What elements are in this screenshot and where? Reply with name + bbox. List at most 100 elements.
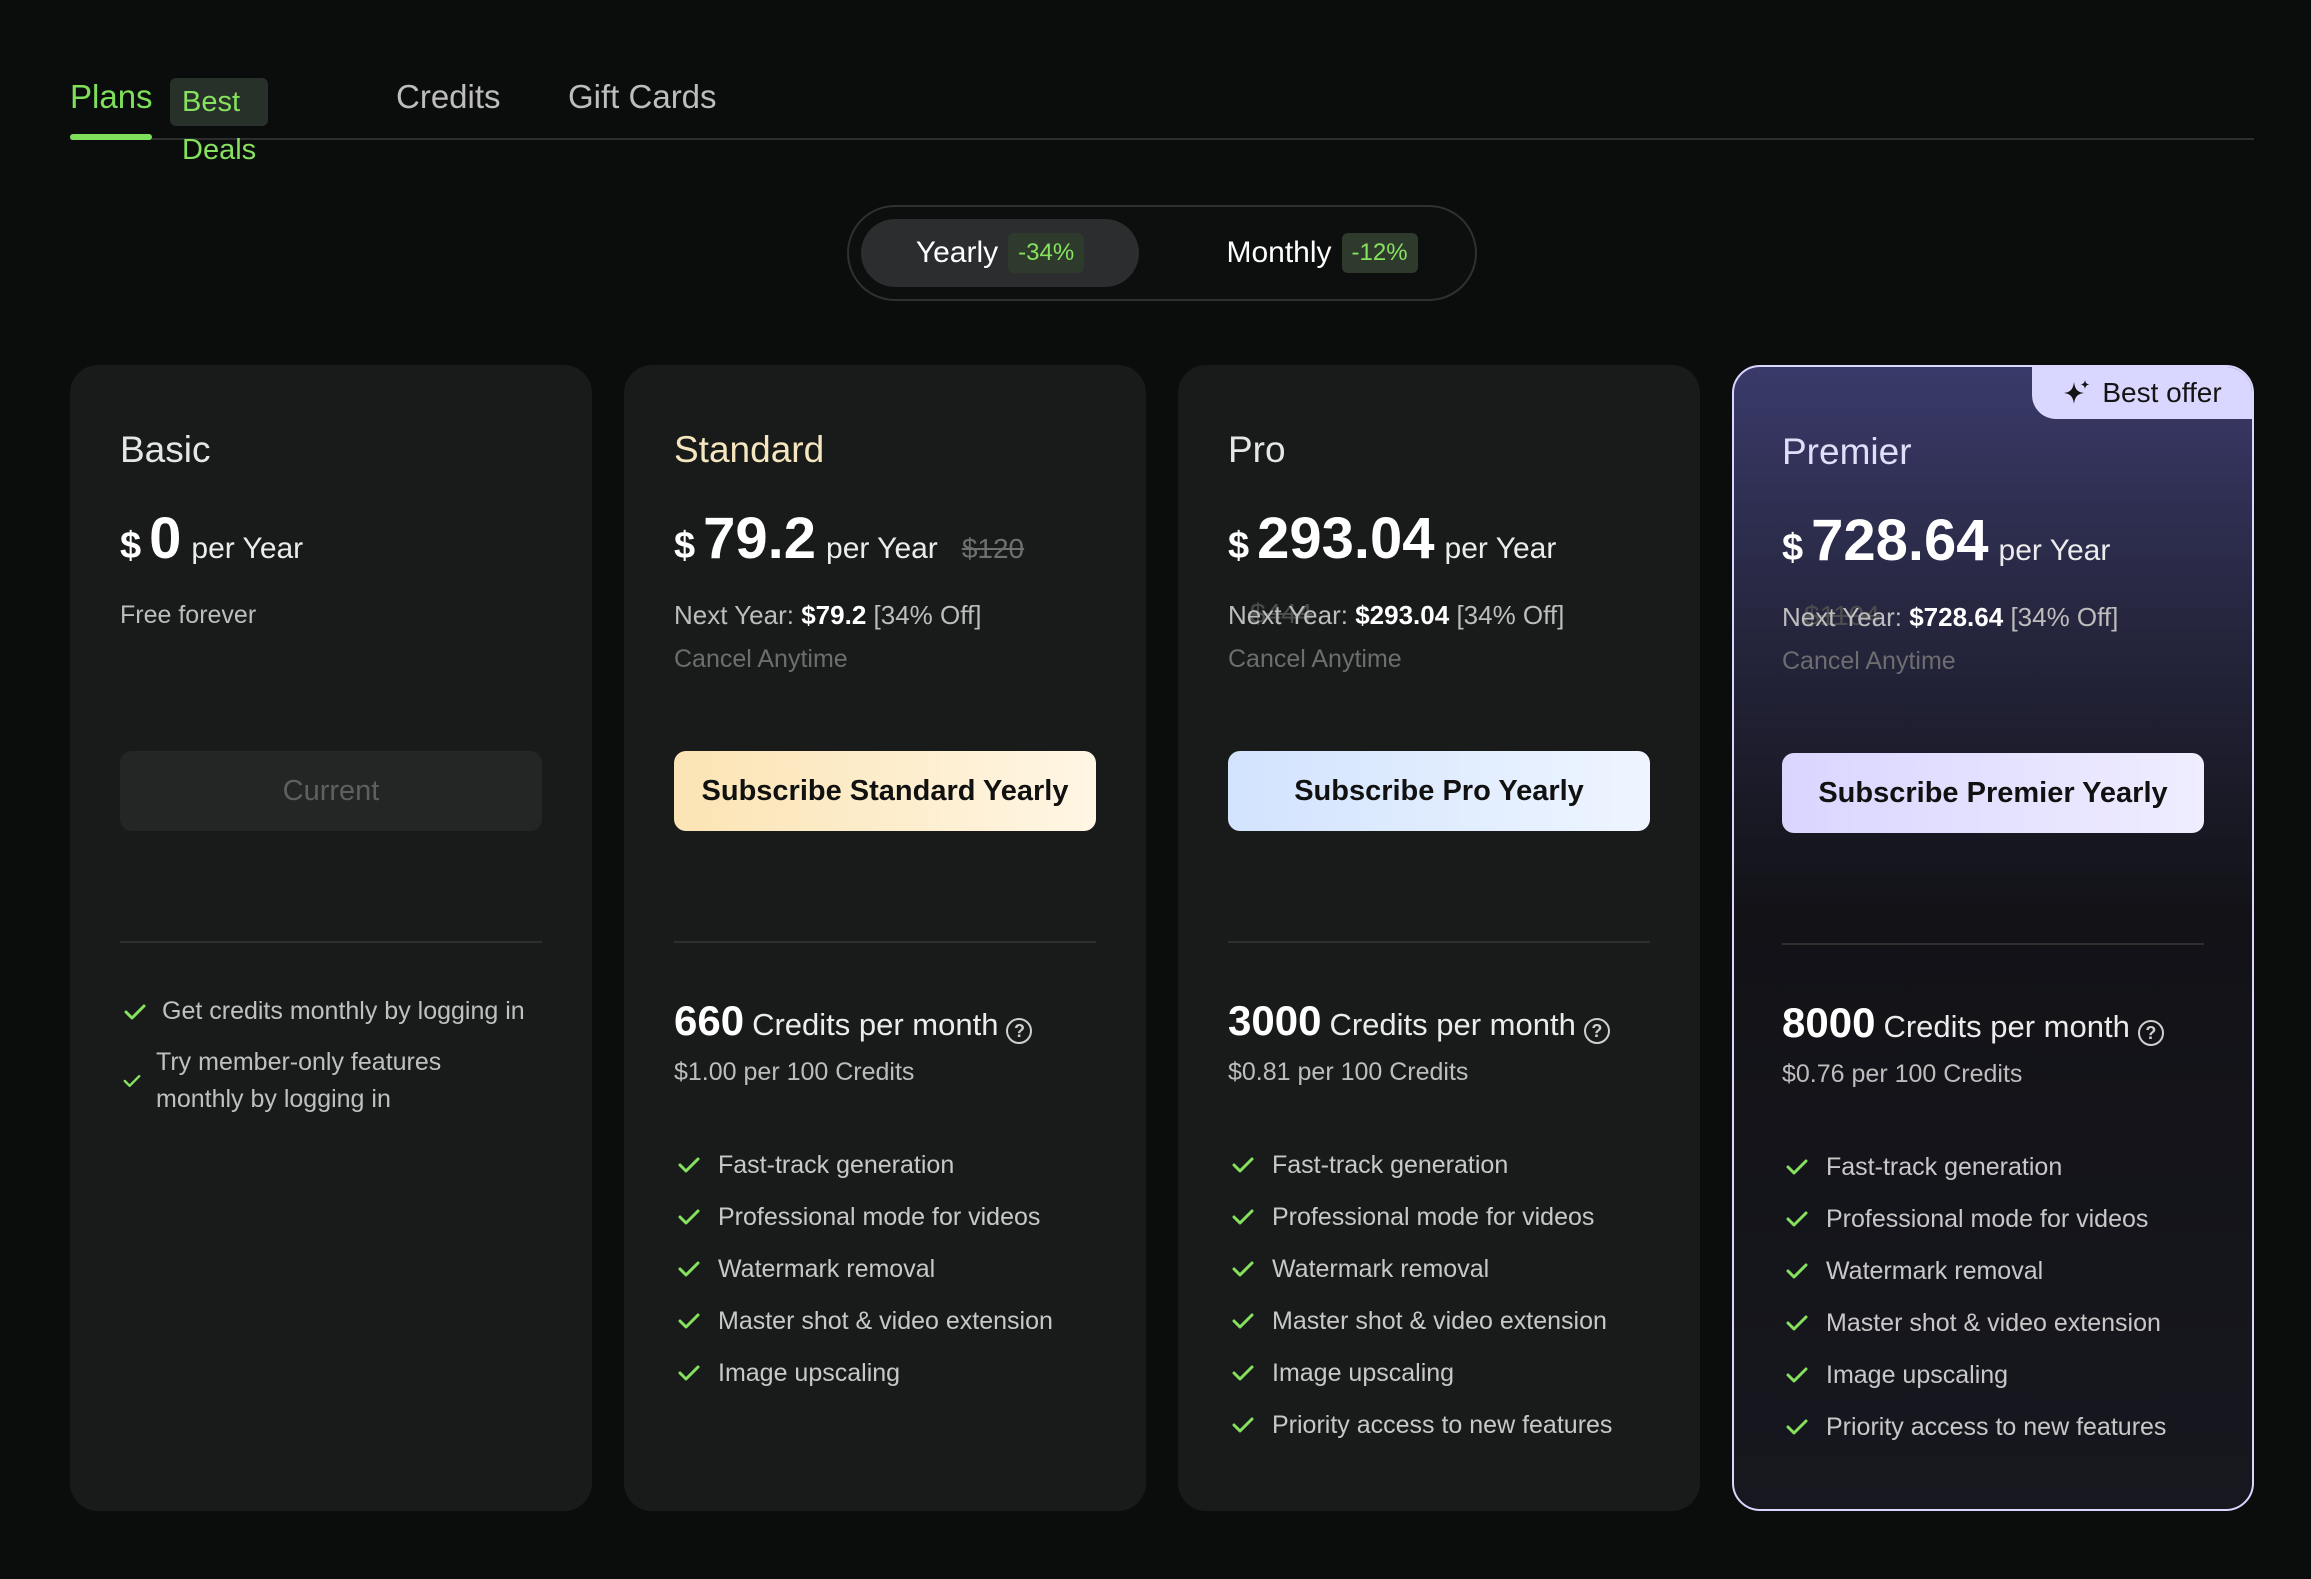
credit-rate: $0.76 per 100 Credits xyxy=(1782,1060,2023,1088)
best-offer-label: Best offer xyxy=(2102,377,2222,408)
list-item: Priority access to new features xyxy=(1228,1399,1668,1451)
tab-bar: Plans Best Deals Credits Gift Cards xyxy=(70,74,2254,166)
cancel-anytime-text: Cancel Anytime xyxy=(674,645,848,673)
price-period: per Year xyxy=(1444,532,1557,565)
help-circle-icon[interactable]: ? xyxy=(1006,1018,1033,1044)
feature-text: Watermark removal xyxy=(1826,1256,2044,1285)
divider xyxy=(120,941,542,943)
check-icon xyxy=(1232,1365,1254,1381)
list-item: Priority access to new features xyxy=(1782,1401,2222,1453)
plan-card-pro: Pro $ 293.04 per Year $444 Next Year: $2… xyxy=(1178,365,1700,1511)
subscribe-standard-button[interactable]: Subscribe Standard Yearly xyxy=(674,751,1096,831)
toggle-yearly-button[interactable]: Yearly -34% xyxy=(861,219,1139,287)
credits-row: 8000 Credits per month ? xyxy=(1782,999,2164,1059)
price-period: per Year xyxy=(191,532,304,565)
next-year-price: Next Year: $79.2 [34% Off] xyxy=(674,600,981,631)
check-icon xyxy=(1232,1313,1254,1329)
check-icon xyxy=(1232,1261,1254,1277)
list-item: Master shot & video extension xyxy=(674,1295,1114,1347)
list-item: Watermark removal xyxy=(1782,1245,2222,1297)
plan-name: Pro xyxy=(1228,429,1286,470)
check-icon xyxy=(678,1209,700,1225)
plan-card-premier: Best offer Premier $ 728.64 per Year $11… xyxy=(1732,365,2254,1511)
divider xyxy=(674,941,1096,943)
plan-card-basic: Basic $ 0 per Year Free forever Current … xyxy=(70,365,592,1511)
feature-text: Professional mode for videos xyxy=(718,1202,1041,1231)
feature-text: Image upscaling xyxy=(718,1358,901,1387)
check-icon xyxy=(1786,1315,1808,1331)
list-item: Image upscaling xyxy=(674,1347,1114,1399)
divider xyxy=(1228,941,1650,943)
subscribe-pro-button[interactable]: Subscribe Pro Yearly xyxy=(1228,751,1650,831)
subscribe-premier-button[interactable]: Subscribe Premier Yearly xyxy=(1782,753,2204,833)
next-year-discount: [34% Off] xyxy=(2010,602,2119,632)
tab-credits[interactable]: Credits xyxy=(396,78,501,115)
credits-amount: 8000 xyxy=(1782,999,1876,1046)
plan-name: Premier xyxy=(1782,431,1912,472)
check-icon xyxy=(1786,1419,1808,1435)
feature-text: Master shot & video extension xyxy=(718,1306,1053,1335)
currency-symbol: $ xyxy=(120,525,142,567)
next-year-value: $728.64 xyxy=(1909,602,2004,632)
next-year-price: Next Year: $728.64 [34% Off] xyxy=(1782,602,2118,633)
billing-period-toggle: Yearly -34% Monthly -12% xyxy=(847,205,1477,301)
credits-amount: 3000 xyxy=(1228,997,1322,1044)
currency-symbol: $ xyxy=(674,525,696,567)
price-row: $ 79.2 per Year $120 xyxy=(674,505,1024,575)
tab-gift-cards[interactable]: Gift Cards xyxy=(568,78,717,115)
list-item: Fast-track generation xyxy=(1782,1141,2222,1193)
cancel-anytime-text: Cancel Anytime xyxy=(1782,647,1956,675)
list-item: Master shot & video extension xyxy=(1228,1295,1668,1347)
currency-symbol: $ xyxy=(1782,527,1804,569)
list-item: Fast-track generation xyxy=(674,1139,1114,1191)
toggle-monthly-button[interactable]: Monthly -12% xyxy=(1183,219,1461,287)
help-circle-icon[interactable]: ? xyxy=(1583,1018,1610,1044)
next-year-value: $293.04 xyxy=(1355,600,1450,630)
next-year-discount: [34% Off] xyxy=(1456,600,1565,630)
feature-text: Fast-track generation xyxy=(1272,1150,1509,1179)
current-plan-button[interactable]: Current xyxy=(120,751,542,831)
tab-plans[interactable]: Plans Best Deals xyxy=(70,78,269,166)
price-period: per Year xyxy=(1998,534,2111,567)
check-icon xyxy=(1786,1367,1808,1383)
check-icon xyxy=(123,1075,141,1087)
feature-text: Professional mode for videos xyxy=(1826,1204,2149,1233)
credits-label: Credits per month xyxy=(1329,1007,1576,1042)
next-year-value: $79.2 xyxy=(801,600,867,630)
check-icon xyxy=(1786,1211,1808,1227)
check-icon xyxy=(1786,1159,1808,1175)
next-year-label: Next Year: xyxy=(1782,602,1902,632)
list-item: Watermark removal xyxy=(674,1243,1114,1295)
credits-label: Credits per month xyxy=(1883,1009,2130,1044)
price-amount: 728.64 xyxy=(1811,508,1989,573)
feature-text: Priority access to new features xyxy=(1272,1410,1613,1439)
price-period: per Year xyxy=(826,532,938,565)
check-icon xyxy=(1232,1209,1254,1225)
help-circle-icon[interactable]: ? xyxy=(2137,1020,2164,1046)
list-item: Professional mode for videos xyxy=(674,1191,1114,1243)
monthly-discount-badge: -12% xyxy=(1341,233,1418,273)
tab-plans-label: Plans xyxy=(70,78,153,115)
feature-text: Master shot & video extension xyxy=(1826,1308,2161,1337)
list-item: Master shot & video extension xyxy=(1782,1297,2222,1349)
feature-text: Watermark removal xyxy=(1272,1254,1490,1283)
original-price: $1104 xyxy=(1804,600,1880,631)
plan-name: Standard xyxy=(674,429,825,470)
next-year-discount: [34% Off] xyxy=(873,600,982,630)
list-item: Watermark removal xyxy=(1228,1243,1668,1295)
price-amount: 79.2 xyxy=(703,506,817,571)
check-icon xyxy=(1786,1263,1808,1279)
price-row: $ 293.04 per Year xyxy=(1228,505,1580,575)
price-row: $ 0 per Year xyxy=(120,505,327,575)
next-year-label: Next Year: xyxy=(1228,600,1348,630)
feature-list: Fast-track generation Professional mode … xyxy=(674,1139,1114,1399)
credits-amount: 660 xyxy=(674,997,745,1044)
list-item: Get credits monthly by logging in xyxy=(120,993,560,1030)
feature-text: Image upscaling xyxy=(1826,1360,2009,1389)
list-item: Image upscaling xyxy=(1228,1347,1668,1399)
credit-rate: $1.00 per 100 Credits xyxy=(674,1058,915,1086)
feature-text: Fast-track generation xyxy=(1826,1152,2063,1181)
best-offer-badge: Best offer xyxy=(2032,367,2252,419)
sparkle-icon xyxy=(2064,380,2090,404)
